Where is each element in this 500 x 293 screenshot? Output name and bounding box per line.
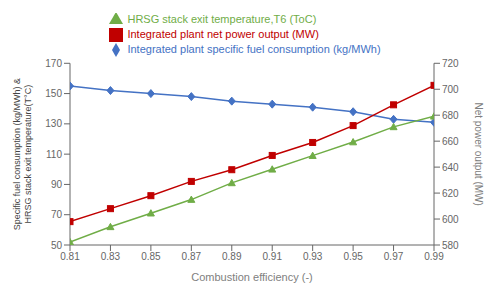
html-text:HRSG stack exit temperature,T6: HRSG stack exit temperature,T6 (ToC): [127, 13, 317, 25]
svg-text:0.91: 0.91: [262, 251, 282, 262]
svg-text:620: 620: [442, 188, 459, 199]
svg-text:0.81: 0.81: [60, 251, 80, 262]
svg-text:90: 90: [51, 179, 63, 190]
svg-text:600: 600: [442, 214, 459, 225]
svg-text:0.85: 0.85: [141, 251, 161, 262]
svg-text:0.93: 0.93: [303, 251, 323, 262]
svg-text:0.89: 0.89: [222, 251, 242, 262]
svg-text:0.97: 0.97: [384, 251, 404, 262]
svg-text:700: 700: [442, 84, 459, 95]
html-text:Integrated plant specific fuel: Integrated plant specific fuel consumpti…: [127, 43, 381, 56]
svg-text:170: 170: [45, 58, 62, 69]
svg-text:640: 640: [442, 162, 459, 173]
svg-text:Combustion efficiency (-): Combustion efficiency (-): [191, 271, 312, 283]
svg-text:70: 70: [51, 209, 63, 220]
svg-text:580: 580: [442, 240, 459, 251]
html-text:Integrated plant net power out: Integrated plant net power output (MW): [127, 28, 319, 41]
svg-text:50: 50: [51, 240, 63, 251]
svg-text:110: 110: [46, 149, 62, 160]
svg-text:150: 150: [45, 88, 62, 99]
svg-text:Specific fuel consumption (kg/: Specific fuel consumption (kg/MWh) &HRSG…: [12, 78, 33, 230]
svg-text:130: 130: [45, 118, 62, 129]
svg-text:Net power output (MW): Net power output (MW): [473, 102, 484, 205]
svg-text:0.99: 0.99: [424, 251, 444, 262]
svg-text:0.83: 0.83: [101, 251, 121, 262]
svg-text:660: 660: [442, 136, 459, 147]
svg-text:720: 720: [442, 58, 459, 69]
svg-text:680: 680: [442, 110, 459, 121]
svg-text:0.95: 0.95: [343, 251, 363, 262]
svg-text:0.87: 0.87: [182, 251, 202, 262]
